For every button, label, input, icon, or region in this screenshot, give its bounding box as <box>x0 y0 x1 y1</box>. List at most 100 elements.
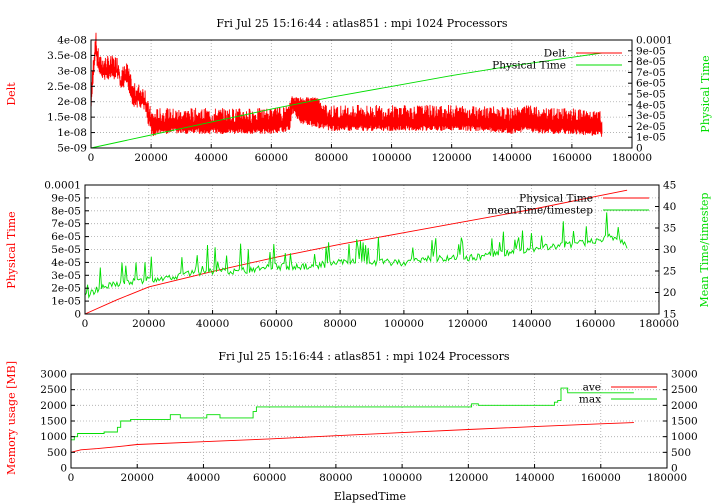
y2-tick-label: 40 <box>663 201 676 213</box>
plot-frame <box>84 184 660 315</box>
memory-chart: Fri Jul 25 15:16:44 : atlas851 : mpi 102… <box>5 350 698 503</box>
series-meantime-timestep <box>84 212 628 299</box>
x-tick-label: 40000 <box>195 152 228 164</box>
x-tick-label: 40000 <box>196 318 229 330</box>
x-tick-label: 20000 <box>132 318 165 330</box>
x-tick-label: 140000 <box>492 152 532 164</box>
y2-tick-label: 4e-05 <box>636 99 666 111</box>
y2-tick-label: 2500 <box>671 384 698 396</box>
y-tick-label: 2e-05 <box>51 283 81 295</box>
y-tick-label: 3e-08 <box>57 65 87 77</box>
y-tick-label: 2500 <box>40 384 67 396</box>
x-tick-label: 140000 <box>511 318 551 330</box>
x-tick-label: 80000 <box>323 318 356 330</box>
y2-tick-label: 0 <box>636 143 643 155</box>
y-tick-label: 9e-05 <box>51 192 81 204</box>
x-tick-label: 0 <box>88 152 95 164</box>
series-physical-time <box>84 189 628 315</box>
delt-chart: Fri Jul 25 15:16:44 : atlas851 : mpi 102… <box>5 17 712 164</box>
series-layer <box>84 189 628 315</box>
x-axis-label: ElapsedTime <box>334 490 406 503</box>
series-max <box>71 387 634 441</box>
y2-tick-label: 3000 <box>671 369 698 381</box>
grid <box>85 185 659 314</box>
chart-title: Fri Jul 25 15:16:44 : atlas851 : mpi 102… <box>218 350 510 363</box>
plot-frame <box>70 373 668 469</box>
y-tick-label: 3000 <box>40 369 67 381</box>
x-tick-label: 60000 <box>260 318 293 330</box>
y-tick-label: 3.5e-08 <box>47 50 87 62</box>
y2-tick-label: 6e-05 <box>636 78 666 90</box>
y-tick-label: 6e-05 <box>51 231 81 243</box>
legend-label: Delt <box>544 48 567 60</box>
y2-tick-label: 8e-05 <box>636 56 666 68</box>
x-tick-label: 0 <box>68 472 75 484</box>
x-tick-label: 60000 <box>253 472 286 484</box>
legend-label: ave <box>583 382 601 394</box>
grid <box>71 374 667 468</box>
y2-tick-label: 35 <box>663 223 676 235</box>
y-tick-label: 500 <box>47 447 67 459</box>
y2-tick-label: 0 <box>671 463 678 475</box>
y-tick-label: 4e-08 <box>57 35 87 47</box>
x-tick-label: 40000 <box>187 472 220 484</box>
y-tick-label: 2.5e-08 <box>47 81 87 93</box>
y-tick-label: 5e-05 <box>51 244 81 256</box>
x-tick-label: 160000 <box>581 472 621 484</box>
x-tick-label: 80000 <box>319 472 352 484</box>
x-tick-label: 160000 <box>552 152 592 164</box>
y-tick-label: 4e-05 <box>51 257 81 269</box>
x-tick-label: 160000 <box>575 318 615 330</box>
x-tick-label: 120000 <box>448 472 488 484</box>
y-tick-label: 2000 <box>40 400 67 412</box>
legend-label: Physical Time <box>492 60 566 72</box>
legend-label: Physical Time <box>519 193 593 205</box>
x-tick-label: 0 <box>82 318 89 330</box>
y2-tick-label: 1000 <box>671 431 698 443</box>
y-tick-label: 1000 <box>40 431 67 443</box>
x-tick-label: 180000 <box>647 472 687 484</box>
x-tick-label: 100000 <box>382 472 422 484</box>
x-tick-label: 100000 <box>384 318 424 330</box>
y2-axis-label: Mean Time/timestep <box>698 193 711 308</box>
x-tick-label: 120000 <box>448 318 488 330</box>
y2-tick-label: 30 <box>663 244 676 256</box>
series-ave <box>70 422 634 453</box>
y-tick-label: 2e-08 <box>57 96 87 108</box>
x-tick-label: 100000 <box>372 152 412 164</box>
x-tick-label: 60000 <box>255 152 288 164</box>
y-tick-label: 8e-05 <box>51 205 81 217</box>
y2-tick-label: 9e-05 <box>636 45 666 57</box>
x-tick-label: 180000 <box>639 318 679 330</box>
y-tick-label: 3e-05 <box>51 270 81 282</box>
y-tick-label: 1.5e-08 <box>47 112 87 124</box>
x-tick-label: 140000 <box>515 472 555 484</box>
y2-tick-label: 3e-05 <box>636 110 666 122</box>
y-tick-label: 0.0001 <box>44 180 81 192</box>
tick-layer: 0 20000 40000 60000 80000 100000 120000 140000 1… <box>44 180 679 331</box>
y2-tick-label: 25 <box>663 266 676 278</box>
y2-axis-label: Physical Time <box>699 55 712 132</box>
y2-tick-label: 15 <box>663 309 676 321</box>
physical-time-chart: Physical Time Mean Time/timestep 0 20000 4… <box>5 180 711 331</box>
y-tick-label: 1500 <box>40 416 67 428</box>
legend-label: meanTime/timestep <box>487 205 593 217</box>
y-tick-label: 1e-05 <box>51 296 81 308</box>
series-layer <box>70 387 634 453</box>
y2-tick-label: 0.0001 <box>636 35 673 47</box>
x-tick-label: 20000 <box>134 152 167 164</box>
x-tick-label: 20000 <box>121 472 154 484</box>
y2-tick-label: 1e-05 <box>636 132 666 144</box>
x-tick-label: 120000 <box>432 152 472 164</box>
chart-title: Fri Jul 25 15:16:44 : atlas851 : mpi 102… <box>216 17 508 30</box>
y-axis-label: Memory usage [MB] <box>5 361 18 475</box>
y-axis-label: Physical Time <box>5 211 18 288</box>
y2-tick-label: 20 <box>663 287 676 299</box>
series-layer <box>90 32 603 149</box>
y2-tick-label: 45 <box>663 180 676 192</box>
y-tick-label: 0 <box>74 309 81 321</box>
